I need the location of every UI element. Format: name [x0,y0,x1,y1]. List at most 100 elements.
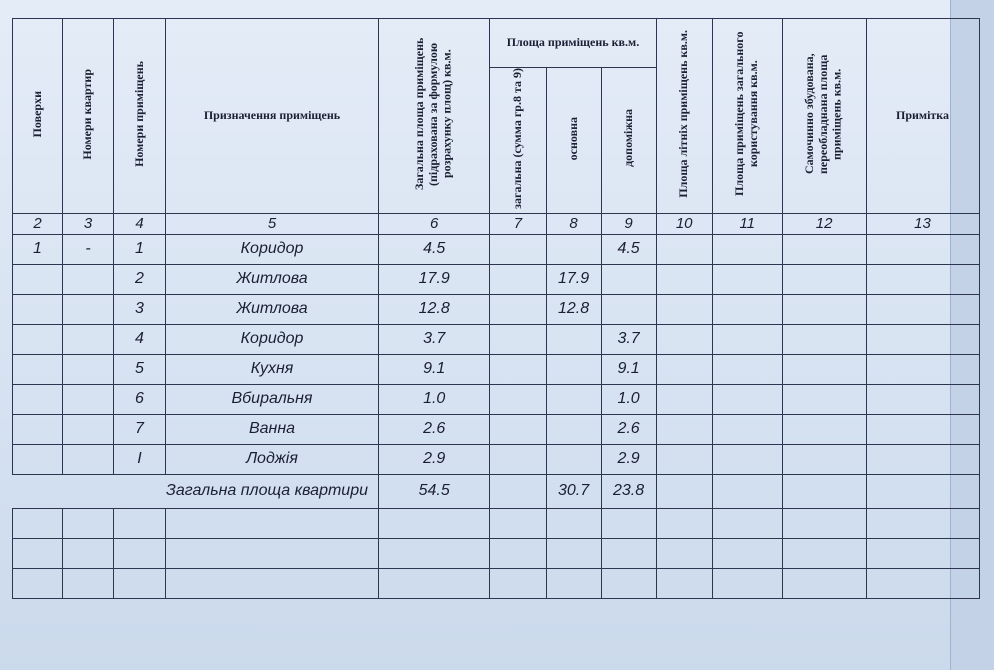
cell-note [865,383,980,415]
cell-common [711,383,783,415]
column-header: Самочинно збудована, переобладнана площа… [781,18,867,214]
total-common [711,473,783,509]
cell-apartment: - [62,233,114,265]
column-header: основна [545,67,602,214]
cell-common [711,233,783,265]
cell-main [545,233,602,265]
total-unauthorized [781,473,867,509]
cell-apartment [62,443,114,475]
cell-summer [655,323,713,355]
cell-floor [12,323,63,355]
cell-auxiliary: 2.9 [600,443,657,475]
cell-summer [655,443,713,475]
header-subrow: загальна (сумма гр.8 та 9) основна допоміж… [13,67,980,214]
column-header: Площа літніх приміщень кв.м. [655,18,713,214]
cell-floor [12,293,63,325]
column-number: 11 [711,212,783,235]
blank-cell [165,567,379,599]
blank-cell [600,567,657,599]
cell-auxiliary: 3.7 [600,323,657,355]
cell-main [545,323,602,355]
column-header-text: Площа приміщень загального користування … [732,31,761,197]
cell-common [711,443,783,475]
cell-summer [655,263,713,295]
cell-auxiliary: 1.0 [600,383,657,415]
room-row: 5 Кухня 9.1 9.1 [12,353,980,385]
blank-cell [113,567,166,599]
cell-sum [489,353,547,385]
column-header-text: Площа літніх приміщень кв.м. [676,30,691,198]
total-sum [489,473,547,509]
cell-total: 4.5 [377,233,491,265]
blank-cell [865,537,980,569]
blank-row [12,567,980,599]
cell-unauthorized [781,383,867,415]
cell-sum [489,263,547,295]
blank-cell [489,567,547,599]
column-number-row: 2 3 4 5 6 7 8 9 10 11 12 13 [12,212,980,235]
cell-total: 12.8 [377,293,491,325]
cell-floor [12,263,63,295]
cell-main [545,443,602,475]
column-header: Загальна площа приміщень (підрахована за… [377,18,491,214]
cell-main [545,383,602,415]
column-header: Поверхи [12,18,63,214]
blank-cell [600,537,657,569]
column-header-text: Поверхи [29,90,44,138]
room-row: 3 Житлова 12.8 12.8 [12,293,980,325]
cell-room: 2 [113,263,166,295]
cell-summer [655,293,713,325]
cell-room: I [113,443,166,475]
cell-unauthorized [781,233,867,265]
column-header-text: Номери приміщень [131,60,146,167]
cell-common [711,293,783,325]
cell-floor [12,353,63,385]
cell-unauthorized [781,413,867,445]
column-group-header: Площа приміщень кв.м. [489,18,657,68]
cell-purpose: Житлова [165,293,379,325]
column-number: 12 [781,212,867,235]
cell-summer [655,353,713,385]
blank-row [12,507,980,539]
cell-purpose: Ванна [165,413,379,445]
column-header: Призначення приміщень [165,18,379,214]
cell-note [865,233,980,265]
total-note [865,473,980,509]
cell-sum [489,233,547,265]
cell-summer [655,413,713,445]
cell-apartment [62,413,114,445]
column-header: Номери приміщень [113,18,166,214]
blank-cell [655,567,713,599]
cell-room: 7 [113,413,166,445]
column-header-text: основна [565,116,580,161]
cell-auxiliary [600,293,657,325]
column-number: 9 [600,212,657,235]
blank-cell [12,507,63,539]
column-header: допоміжна [600,67,657,214]
total-label: Загальна площа квартири [12,473,379,509]
cell-common [711,413,783,445]
blank-cell [62,507,114,539]
blank-cell [165,507,379,539]
cell-apartment [62,383,114,415]
room-row: 4 Коридор 3.7 3.7 [12,323,980,355]
column-header: Площа приміщень загального користування … [711,18,783,214]
blank-cell [600,507,657,539]
header-row: Поверхи Номери квартир Номери приміщень При… [12,18,980,214]
cell-floor [12,443,63,475]
room-row: 1-1 Коридор 4.5 4.5 [12,233,980,265]
column-header-text: Самочинно збудована, переобладнана площа… [802,53,845,175]
cell-main [545,413,602,445]
column-number: 10 [655,212,713,235]
room-row: I Лоджія 2.9 2.9 [12,443,980,475]
cell-room: 3 [113,293,166,325]
blank-cell [711,567,783,599]
cell-summer [655,383,713,415]
cell-apartment [62,323,114,355]
total-summer [655,473,713,509]
cell-summer [655,233,713,265]
cell-purpose: Кухня [165,353,379,385]
cell-floor [12,413,63,445]
blank-cell [377,507,491,539]
